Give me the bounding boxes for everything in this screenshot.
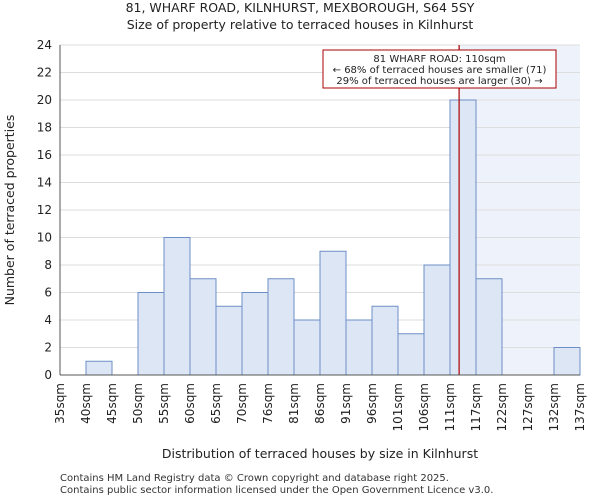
bar: [85, 360, 113, 376]
bar: [163, 237, 191, 376]
bar: [423, 264, 451, 376]
x-tick-label: 132sqm: [547, 383, 561, 431]
y-tick-label: 22: [37, 66, 52, 80]
x-tick-label: 91sqm: [339, 383, 353, 424]
x-tick-label: 137sqm: [573, 383, 587, 431]
x-tick-label: 35sqm: [53, 383, 67, 424]
x-tick-label: 106sqm: [417, 383, 431, 431]
x-tick-label: 50sqm: [131, 383, 145, 424]
x-tick-label: 96sqm: [365, 383, 379, 424]
y-tick-label: 6: [44, 286, 52, 300]
x-tick-label: 127sqm: [521, 383, 535, 431]
bar: [345, 319, 373, 376]
footer-copyright: Contains HM Land Registry data © Crown c…: [60, 473, 449, 484]
y-tick-label: 20: [37, 93, 52, 107]
bar: [293, 319, 321, 376]
annotation-line-3: 29% of terraced houses are larger (30) →: [336, 76, 542, 87]
x-tick-label: 55sqm: [157, 383, 171, 424]
x-tick-label: 86sqm: [313, 383, 327, 424]
y-tick-label: 8: [44, 258, 52, 272]
y-tick-label: 16: [37, 148, 52, 162]
x-tick-label: 117sqm: [469, 383, 483, 431]
y-tick-label: 18: [37, 121, 52, 135]
annotation-box: [322, 49, 557, 89]
bar: [449, 99, 477, 376]
x-tick-label: 76sqm: [261, 383, 275, 424]
y-tick-label: 4: [44, 313, 52, 327]
annotation-line-1: 81 WHARF ROAD: 110sqm: [373, 54, 505, 65]
y-tick-label: 12: [37, 203, 52, 217]
chart-subtitle: Size of property relative to terraced ho…: [126, 17, 474, 32]
y-axis-title: Number of terraced properties: [2, 115, 17, 306]
y-tick-label: 14: [37, 176, 52, 190]
bar: [553, 347, 581, 376]
x-axis-title: Distribution of terraced houses by size …: [162, 446, 478, 461]
bar: [371, 305, 399, 376]
x-tick-label: 45sqm: [105, 383, 119, 424]
x-tick-label: 65sqm: [209, 383, 223, 424]
x-tick-label: 60sqm: [183, 383, 197, 424]
bar: [397, 333, 425, 376]
x-tick-label: 81sqm: [287, 383, 301, 424]
footer-licence: Contains public sector information licen…: [60, 485, 494, 496]
x-tick-label: 40sqm: [79, 383, 93, 424]
y-tick-label: 2: [44, 341, 52, 355]
bar: [189, 278, 217, 376]
x-tick-label: 111sqm: [443, 383, 457, 431]
annotation-line-2: ← 68% of terraced houses are smaller (71…: [333, 65, 547, 76]
bar: [241, 292, 269, 376]
bar: [137, 292, 165, 376]
bar: [267, 278, 295, 376]
chart-title: 81, WHARF ROAD, KILNHURST, MEXBOROUGH, S…: [125, 0, 475, 15]
bar: [319, 250, 347, 376]
y-tick-label: 10: [37, 231, 52, 245]
y-tick-label: 24: [37, 38, 52, 52]
bar: [475, 278, 503, 376]
x-tick-label: 122sqm: [495, 383, 509, 431]
bar: [215, 305, 243, 376]
x-tick-label: 70sqm: [235, 383, 249, 424]
y-tick-label: 0: [44, 368, 52, 382]
x-tick-label: 101sqm: [391, 383, 405, 431]
